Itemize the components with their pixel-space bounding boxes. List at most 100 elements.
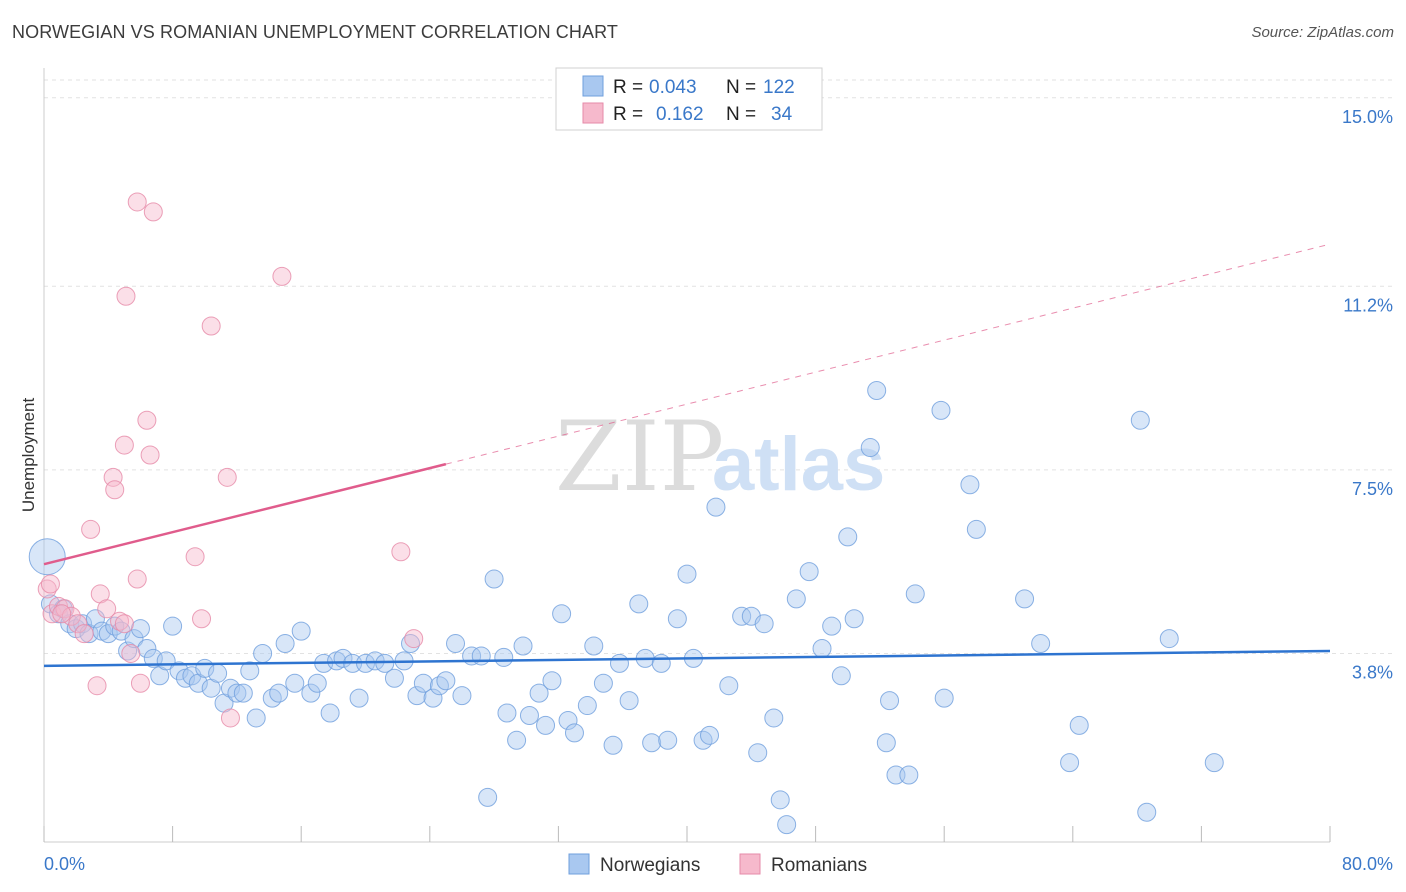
romanian-point [143,202,163,222]
romanian-point [55,599,75,619]
norwegian-point [413,673,433,693]
norwegian-point [1137,802,1157,822]
norwegian-point [905,584,925,604]
norwegian-point [770,790,790,810]
norwegian-point [220,678,240,698]
y-tick-label-0: 3.8% [1352,662,1393,682]
romanian-point [97,599,117,619]
norwegian-point [931,400,951,420]
norwegian-point [240,661,260,681]
watermark-atlas: atlas [712,422,885,507]
romanian-point [40,574,60,594]
romanian-point [140,445,160,465]
norwegian-point [124,629,144,649]
norwegian-point [960,475,980,495]
norwegian-point [1015,589,1035,609]
norwegian-point [307,673,327,693]
norwegian-point [513,636,533,656]
norwegian-point [471,646,491,666]
norwegian-point [407,686,427,706]
romanian-point [42,604,62,624]
norwegian-point [838,527,858,547]
norwegian-point [1031,634,1051,654]
norwegian-point [966,519,986,539]
romanian-point [391,542,411,562]
romanian-point [220,708,240,728]
legend-n-label-1: N = [726,77,756,98]
legend-swatch-romanians [582,102,604,124]
norwegian-point [754,614,774,634]
norwegian-point [529,683,549,703]
legend-r-value-1: 0.043 [649,77,697,98]
norwegian-point [812,639,832,658]
romanian-point [110,611,130,631]
romanian-point [404,629,424,649]
norwegian-point [1204,753,1224,773]
norwegian-point [446,634,466,654]
romanian-point [217,467,237,487]
bottom-legend-label-romanians: Romanians [771,855,867,876]
romanian-point [103,467,123,487]
bottom-legend-swatch-romanians [739,853,761,875]
norwegian-point [349,688,369,708]
norwegian-point [876,733,896,753]
norwegian-point [880,691,900,711]
norwegian-point [208,663,228,683]
norwegian-point [831,666,851,686]
norwegian-point [1069,715,1089,735]
norwegian-point [564,723,584,743]
chart-title: NORWEGIAN VS ROMANIAN UNEMPLOYMENT CORRE… [12,22,618,42]
norwegian-point [262,688,282,708]
y-tick-labels: 3.8% 7.5% 11.2% 15.0% [1342,107,1393,683]
romanian-point [37,579,57,599]
norwegian-point [285,673,305,693]
bottom-legend-swatch-norwegians [568,853,590,875]
norwegian-point [651,653,671,673]
norwegian-point [642,733,662,753]
norwegian-point [593,673,613,693]
norwegian-point [693,730,713,750]
norwegian-point [227,683,247,703]
norwegian-point [253,643,273,663]
norwegian-point [777,815,797,835]
norwegian-point [233,683,253,703]
norwegian-point [860,438,880,458]
norwegian-point [719,676,739,696]
norwegian-point [1130,410,1150,430]
romanian-point [114,614,134,634]
norwegian-point [291,621,311,641]
norwegian-point [429,676,449,696]
norwegian-point [28,538,66,576]
norwegian-point [163,616,183,636]
watermark-zip: ZIP [555,401,724,513]
romanian-point [121,643,141,663]
romanian-point [116,286,136,306]
norwegian-point [320,703,340,723]
romanian-point [127,569,147,589]
romanian-point [127,192,147,212]
norwegian-point [603,735,623,755]
norwegian-point [629,594,649,614]
y-axis-title: Unemployment [19,398,38,513]
norwegian-point [452,686,472,706]
norwegian-point [899,765,919,785]
romanian-point [68,614,88,634]
romanian-point [52,604,72,624]
norwegian-point [934,688,954,708]
trend-lines [43,243,1331,668]
romanians-points [37,192,424,728]
norwegian-point [519,705,539,725]
romanian-point [185,547,205,567]
norwegian-point [275,634,295,654]
norwegian-point [584,636,604,656]
norwegian-point [536,715,556,735]
norwegian-point [1060,753,1080,773]
norwegian-point [401,634,421,654]
norwegian-point [118,641,138,661]
legend-swatch-norwegians [582,75,604,97]
norwegian-point [73,614,93,634]
norwegian-point [478,787,498,807]
x-tick-marks [43,826,1331,842]
norwegian-point [667,609,687,629]
norwegian-point [269,683,289,703]
